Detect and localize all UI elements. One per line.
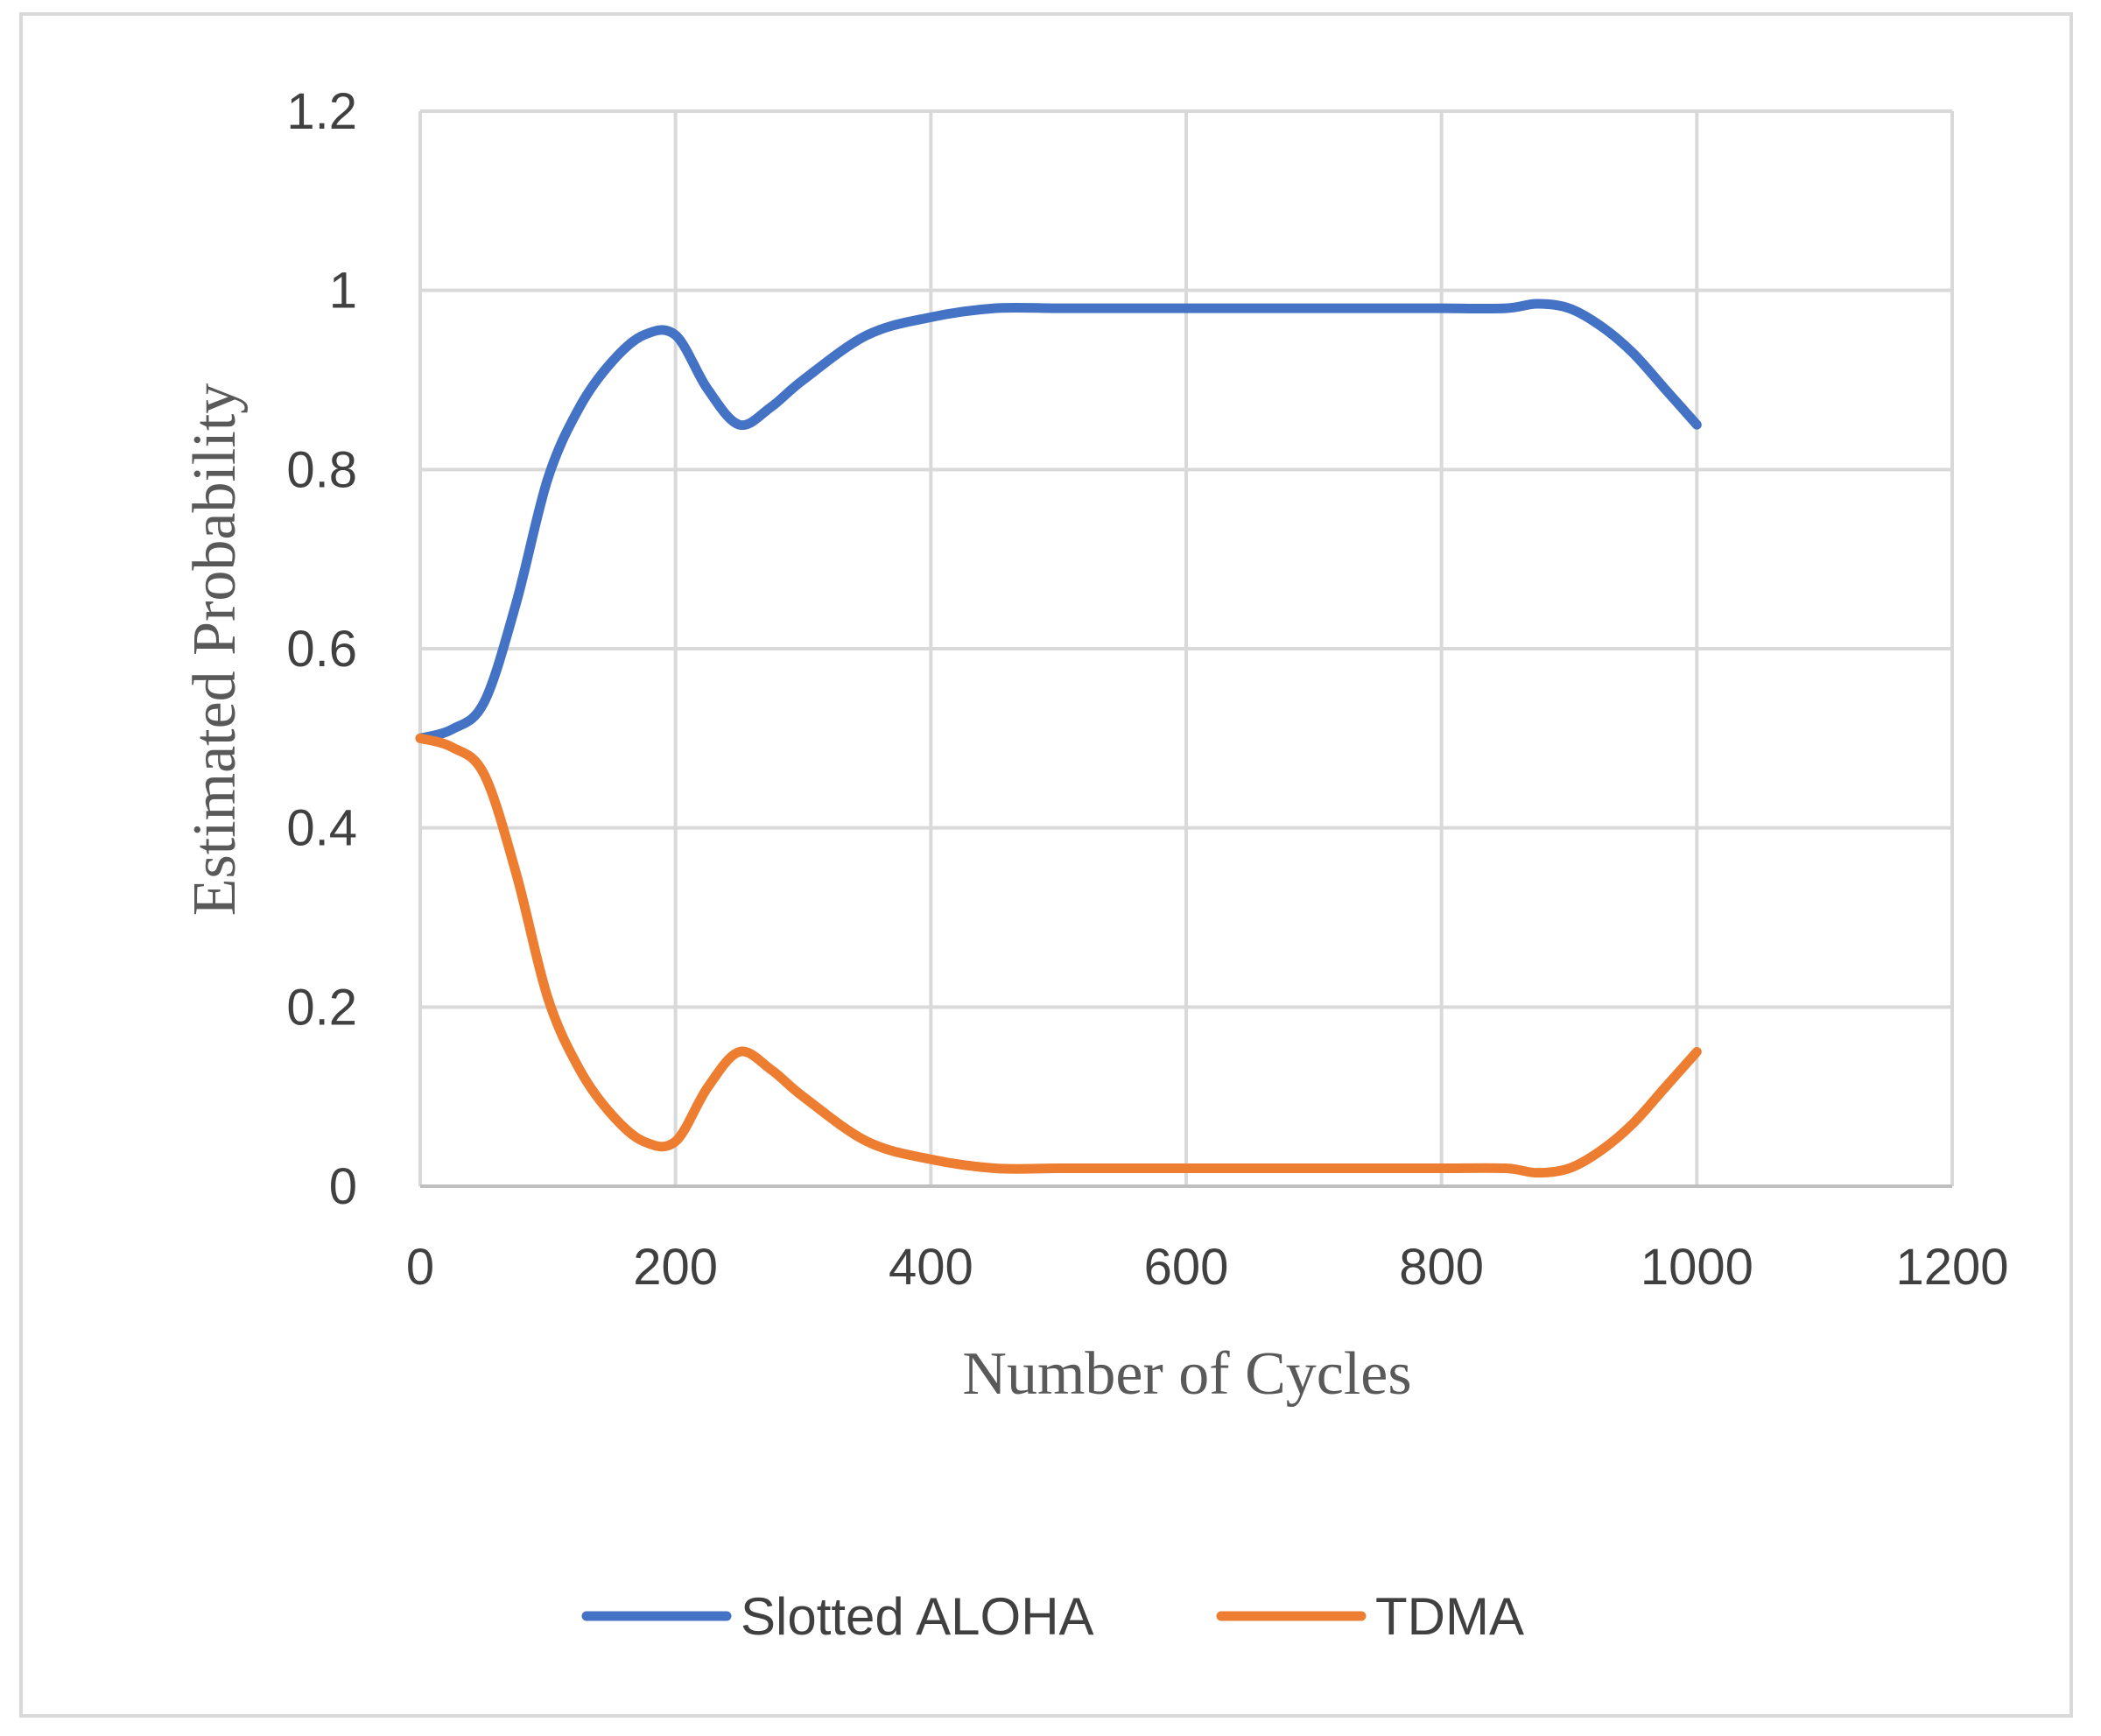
x-tick-label: 1200 [1895, 1239, 2008, 1296]
gridlines [418, 109, 1954, 1188]
x-tick-label: 1000 [1641, 1239, 1753, 1296]
x-tick-labels: 0 200 400 600 800 1000 1200 [406, 1239, 2009, 1296]
x-tick-label: 400 [889, 1239, 973, 1296]
x-axis-title: Number of Cycles [962, 1340, 1411, 1408]
y-tick-label: 0.6 [286, 621, 357, 678]
x-tick-label: 800 [1399, 1239, 1484, 1296]
legend-label-tdma: TDMA [1375, 1587, 1524, 1646]
y-axis-title: Estimated Probability [181, 383, 249, 917]
y-tick-label: 0.8 [286, 441, 357, 498]
y-tick-label: 0.2 [286, 979, 357, 1036]
x-tick-label: 600 [1144, 1239, 1229, 1296]
x-tick-label: 200 [633, 1239, 718, 1296]
series-line-tdma [415, 733, 1702, 1178]
series-lines [415, 299, 1702, 1178]
y-tick-label: 1 [329, 263, 357, 320]
chart-frame [19, 12, 2073, 1718]
legend-label-slotted-aloha: Slotted ALOHA [741, 1587, 1094, 1646]
y-tick-label: 0 [329, 1158, 357, 1215]
y-tick-label: 1.2 [286, 83, 357, 140]
y-tick-labels: 0 0.2 0.4 0.6 0.8 1 1.2 [286, 83, 357, 1215]
legend: Slotted ALOHA TDMA [581, 1587, 1524, 1646]
x-tick-label: 0 [406, 1239, 434, 1296]
series-line-slotted-aloha [415, 299, 1702, 743]
y-tick-label: 0.4 [286, 800, 357, 857]
